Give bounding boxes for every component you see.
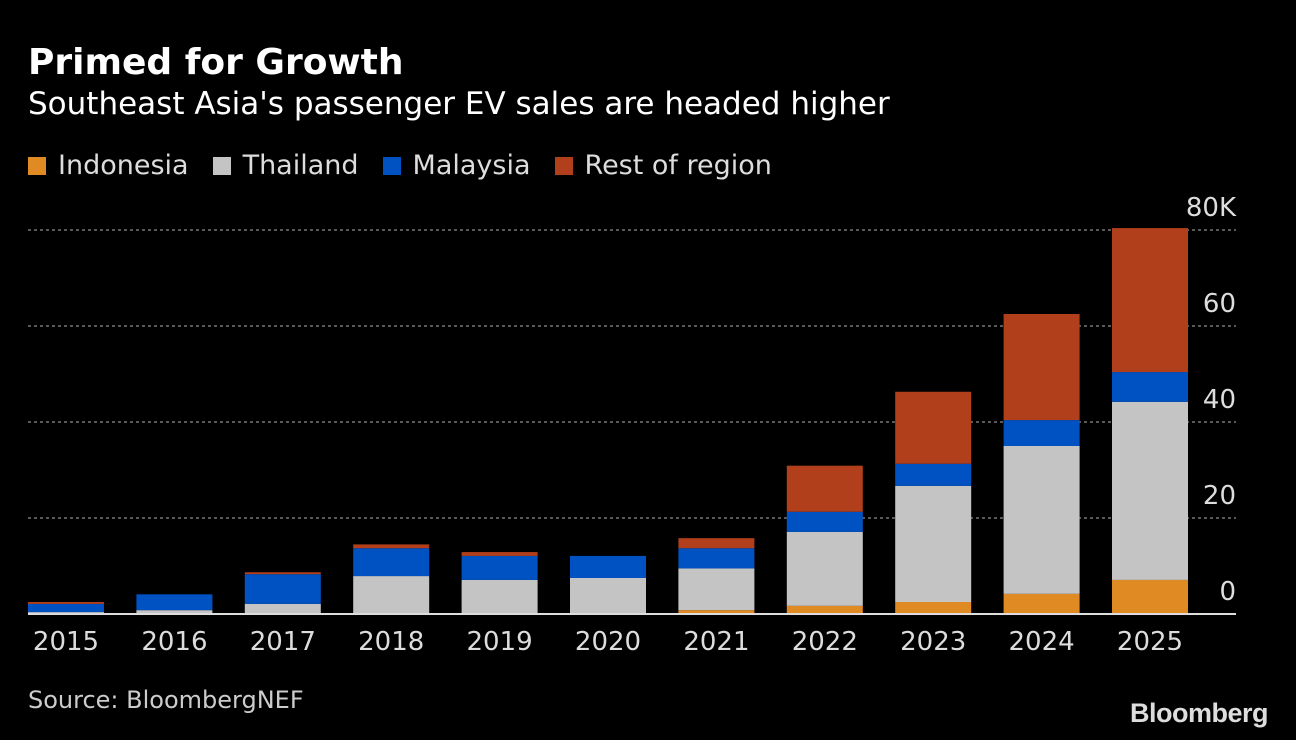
bar-segment-rest-of-region [678, 538, 755, 549]
y-tick-label: 40 [1203, 385, 1236, 415]
bar-segment-rest-of-region [1003, 314, 1080, 421]
legend-swatch [28, 156, 46, 175]
y-tick-label: 60 [1203, 289, 1236, 319]
bar-segment-malaysia [353, 548, 430, 577]
bar-segment-malaysia [1112, 372, 1188, 402]
legend-item: Rest of region [554, 150, 772, 181]
chart-subtitle: Southeast Asia's passenger EV sales are … [28, 86, 890, 122]
bar-segment-indonesia [1112, 579, 1188, 614]
legend-swatch [382, 156, 401, 175]
bar-segment-thailand [786, 531, 863, 606]
bar-segment-indonesia [678, 610, 755, 614]
bar-segment-malaysia [1003, 420, 1080, 446]
bar-segment-malaysia [895, 463, 972, 486]
x-tick-label: 2023 [900, 627, 966, 657]
y-tick-label: 20 [1203, 481, 1236, 511]
bar-segment-rest-of-region [244, 572, 321, 575]
bloomberg-logo: Bloomberg [1129, 698, 1269, 728]
x-tick-label: 2021 [683, 627, 749, 657]
bar-segment-thailand [353, 576, 430, 614]
bar-segment-malaysia [570, 555, 646, 578]
x-tick-label: 2019 [467, 627, 533, 657]
bar-segment-thailand [1112, 401, 1188, 580]
bar-segment-rest-of-region [28, 602, 104, 604]
bar-segment-malaysia [678, 548, 755, 569]
bar-segment-thailand [895, 485, 972, 602]
legend-item: Indonesia [28, 150, 189, 181]
bar-segment-rest-of-region [895, 391, 972, 464]
y-tick-label: 80K [1186, 193, 1237, 223]
bar-segment-rest-of-region [1112, 228, 1188, 373]
x-tick-label: 2015 [33, 627, 99, 657]
bar-segment-malaysia [461, 555, 538, 580]
bar-segment-malaysia [28, 603, 104, 613]
bar-segment-thailand [461, 579, 538, 614]
bar-segment-malaysia [786, 511, 863, 532]
legend-swatch [212, 156, 231, 175]
bar-segment-thailand [136, 610, 213, 614]
legend-label: Thailand [242, 150, 359, 181]
bar-segment-thailand [244, 603, 321, 614]
x-tick-label: 2017 [250, 627, 316, 657]
bar-segment-thailand [570, 578, 646, 614]
bar-segment-thailand [1003, 446, 1080, 594]
x-tick-label: 2022 [792, 627, 858, 657]
legend-label: Indonesia [58, 150, 189, 181]
chart-title: Primed for Growth [28, 42, 404, 83]
legend-item: Malaysia [382, 150, 531, 181]
bar-segment-indonesia [1003, 593, 1080, 614]
bar-segment-malaysia [244, 574, 321, 604]
x-tick-label: 2024 [1009, 627, 1075, 657]
bar-segment-rest-of-region [461, 552, 538, 556]
x-tick-label: 2016 [141, 627, 207, 657]
y-tick-label: 0 [1219, 577, 1236, 607]
legend-label: Malaysia [412, 150, 531, 181]
x-tick-label: 2018 [358, 627, 424, 657]
bar-segment-indonesia [895, 602, 972, 614]
legend-swatch [554, 156, 573, 175]
x-tick-label: 2025 [1117, 627, 1183, 657]
legend-item: Thailand [212, 150, 359, 181]
bar-segment-malaysia [136, 594, 213, 611]
bar-segment-thailand [678, 568, 755, 611]
legend: Indonesia Thailand Malaysia Rest of region [28, 150, 772, 181]
bar-segment-rest-of-region [786, 465, 863, 512]
source-note: Source: BloombergNEF [28, 686, 304, 714]
bar-segment-rest-of-region [353, 544, 430, 549]
legend-label: Rest of region [584, 150, 772, 181]
bar-segment-indonesia [786, 605, 863, 614]
x-tick-label: 2020 [575, 627, 641, 657]
